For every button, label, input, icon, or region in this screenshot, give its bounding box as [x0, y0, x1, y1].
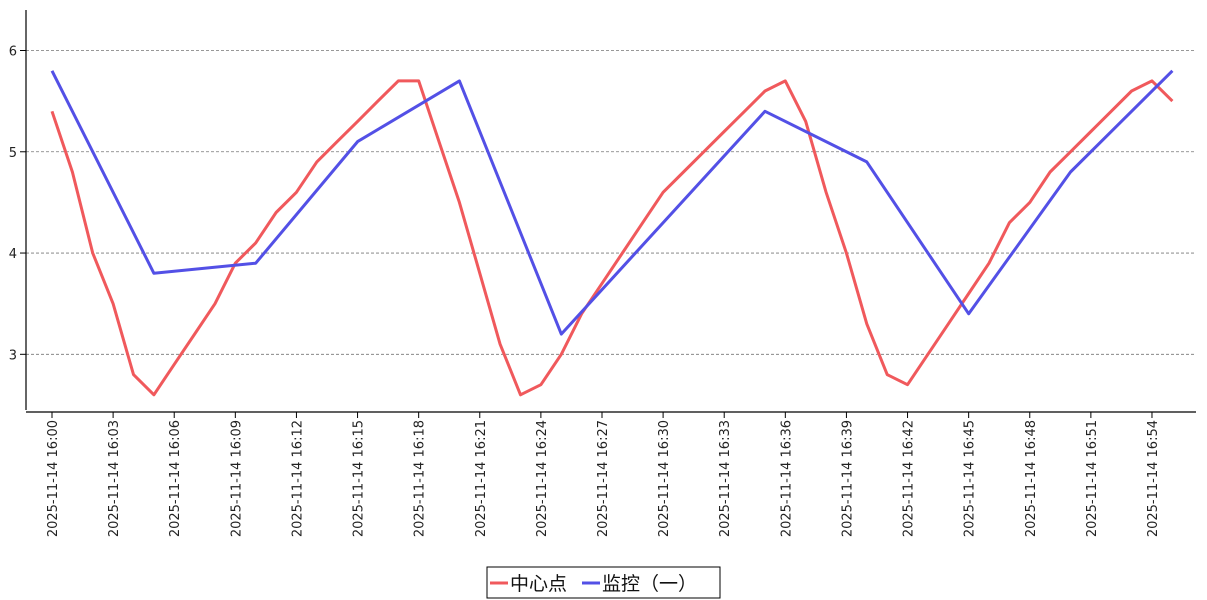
x-tick-label-13: 2025-11-14 16:39: [840, 420, 855, 537]
legend-box: [486, 566, 721, 599]
x-tick-label-0: 2025-11-14 16:00: [46, 420, 61, 537]
x-tick-label-17: 2025-11-14 16:51: [1085, 420, 1100, 537]
legend-label-0: 中心点: [510, 573, 567, 595]
legend[interactable]: 中心点 监控（一）: [486, 566, 721, 599]
x-tick-label-6: 2025-11-14 16:18: [413, 420, 428, 537]
x-tick-label-12: 2025-11-14 16:36: [779, 420, 794, 537]
x-tick-label-15: 2025-11-14 16:45: [963, 420, 978, 537]
x-tick-label-7: 2025-11-14 16:21: [474, 420, 489, 537]
x-tick-label-3: 2025-11-14 16:09: [229, 420, 244, 537]
series-line-1: [50, 69, 1174, 336]
x-tick-label-9: 2025-11-14 16:27: [596, 420, 611, 537]
x-tick-label-2: 2025-11-14 16:06: [168, 420, 183, 537]
y-tick-label-0: 3: [9, 348, 17, 363]
x-tick-label-18: 2025-11-14 16:54: [1146, 420, 1161, 537]
x-ticks: 2025-11-14 16:00 2025-11-14 16:03 2025-11-…: [46, 412, 1161, 537]
y-tick-label-3: 6: [9, 45, 17, 60]
x-tick-label-10: 2025-11-14 16:30: [657, 420, 672, 537]
series-line-0: [50, 79, 1174, 397]
x-tick-label-8: 2025-11-14 16:24: [535, 420, 550, 537]
x-tick-label-5: 2025-11-14 16:15: [352, 420, 367, 537]
y-ticks: 3 4 5 6: [9, 45, 26, 363]
x-tick-label-11: 2025-11-14 16:33: [718, 420, 733, 537]
x-tick-label-16: 2025-11-14 16:48: [1024, 420, 1039, 537]
y-tick-label-1: 4: [9, 247, 17, 262]
y-grid: [26, 50, 1196, 355]
x-tick-label-1: 2025-11-14 16:03: [107, 420, 122, 537]
legend-label-1: 监控（一）: [602, 573, 697, 595]
y-tick-label-2: 5: [9, 146, 17, 161]
x-tick-label-4: 2025-11-14 16:12: [290, 420, 305, 537]
x-tick-label-14: 2025-11-14 16:42: [902, 420, 917, 537]
series-lines: [50, 69, 1174, 397]
